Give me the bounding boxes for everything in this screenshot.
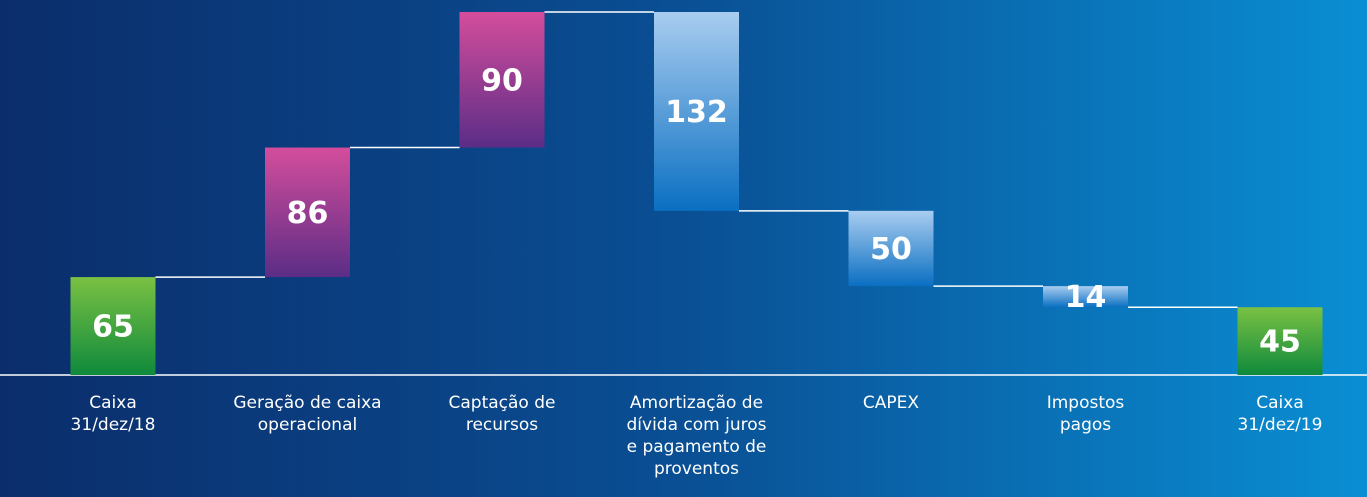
bar: [70, 277, 156, 375]
bar: [265, 147, 350, 278]
value-label: 86: [287, 196, 329, 231]
category-label: CAPEX: [862, 393, 920, 413]
bar: [654, 12, 739, 211]
bar: [848, 210, 934, 287]
category-label: Captação de recursos: [448, 393, 556, 435]
category-label: Amortização de dívida com juros e pagame…: [626, 393, 767, 479]
value-label: 65: [92, 310, 134, 345]
category-label: Caixa 31/dez/18: [70, 393, 156, 435]
category-label: Impostos pagos: [1046, 393, 1125, 435]
bar: [1237, 307, 1323, 375]
value-label: 14: [1065, 280, 1107, 315]
bar: [1043, 286, 1128, 308]
value-label: 45: [1259, 325, 1301, 360]
category-label: Caixa 31/dez/19: [1237, 393, 1323, 435]
value-label: 50: [870, 232, 912, 267]
category-label: Geração de caixa operacional: [233, 393, 382, 435]
bar: [459, 12, 545, 148]
value-label: 132: [665, 95, 728, 130]
value-label: 90: [481, 63, 523, 98]
